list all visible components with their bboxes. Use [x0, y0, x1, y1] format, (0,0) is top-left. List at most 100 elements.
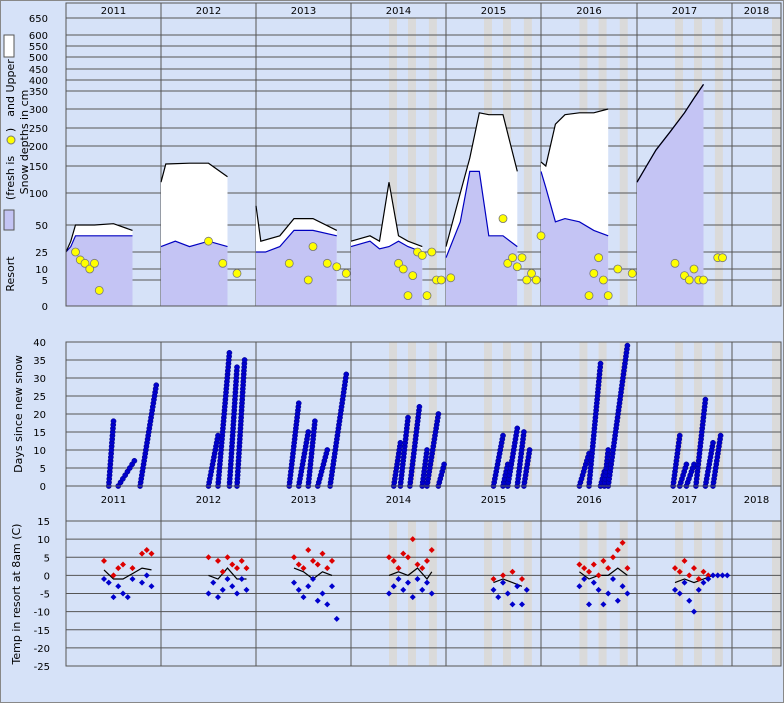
temp-min-point: [676, 590, 683, 597]
temp-min-point: [110, 594, 117, 601]
temp-min-point: [143, 572, 150, 579]
temp-max-point: [605, 565, 612, 572]
y-tick-label: -20: [34, 644, 50, 655]
year-label: 2016: [576, 495, 601, 506]
y-tick-label: 200: [29, 142, 48, 153]
temp-min-point: [590, 579, 597, 586]
y-tick-label: 15: [37, 517, 50, 528]
upper-line-2011: [65, 223, 133, 253]
temp-max-point: [428, 547, 435, 553]
temp-max-point: [310, 557, 316, 564]
y-tick-label: 650: [29, 14, 48, 25]
days-point: [441, 461, 447, 468]
y-tick-label: 5: [42, 276, 48, 287]
temp-max-point: [614, 547, 621, 553]
days-point: [597, 360, 604, 367]
y-axis-label: Temp in resort at 8am (C): [10, 524, 23, 666]
fresh-snow-point: [670, 258, 680, 268]
fresh-snow-point: [341, 268, 351, 278]
temp-min-point: [314, 597, 321, 604]
temp-min-point: [691, 608, 697, 615]
fresh-snow-point: [85, 264, 95, 274]
temp-max-point: [500, 572, 506, 579]
days-point: [295, 400, 302, 407]
temp-max-point: [519, 576, 525, 582]
resort-line-2014: [350, 240, 423, 253]
temp-min-point: [219, 586, 226, 593]
temp-max-point: [314, 561, 321, 568]
fresh-snow-point: [303, 275, 313, 285]
fresh-snow-point: [599, 275, 608, 285]
temp-min-point: [719, 572, 726, 579]
year-label: 2012: [196, 6, 221, 17]
days-point: [226, 349, 233, 356]
temp-max-point: [238, 557, 245, 564]
fresh-snow-point: [603, 291, 613, 301]
fresh-snow-point: [522, 275, 532, 285]
y-tick-label: 0: [42, 302, 48, 313]
temp-max-point: [324, 565, 331, 572]
days-point: [416, 403, 423, 410]
resort-line-2016: [540, 171, 609, 237]
temp-max-point: [243, 565, 250, 572]
temp-min-point: [409, 594, 416, 601]
fresh-snow-point: [284, 258, 294, 268]
days-point: [500, 432, 506, 439]
upper-line-2016: [540, 108, 609, 168]
temp-min-point: [714, 572, 721, 579]
closure-band: [714, 18, 723, 306]
temp-min-point: [101, 576, 107, 582]
temp-avg-line-2011: [103, 567, 152, 580]
temp-min-point: [210, 579, 217, 586]
fresh-snow-point: [322, 258, 332, 268]
y-tick-label: 25: [35, 248, 48, 259]
temp-min-point: [148, 583, 155, 590]
y-tick-label: 500: [29, 53, 48, 64]
y-tick-label: 350: [29, 87, 48, 98]
y-axis-label: Snow depths in cm: [18, 90, 31, 195]
temp-max-point: [424, 557, 430, 564]
temp-min-point: [205, 590, 212, 597]
temp-min-point: [428, 590, 435, 597]
fresh-snow-point: [584, 291, 594, 301]
temp-max-point: [400, 550, 407, 557]
days-point: [131, 457, 138, 464]
days-point: [514, 425, 521, 432]
year-label: 2017: [672, 6, 697, 17]
temp-min-point: [672, 586, 678, 593]
y-axis-label: (fresh is: [4, 156, 17, 200]
temp-min-point: [700, 579, 707, 586]
temp-min-point: [329, 583, 335, 590]
year-label: 2012: [196, 495, 221, 506]
year-label: 2018: [744, 6, 769, 17]
fresh-snow-point: [689, 264, 699, 274]
year-label: 2016: [576, 6, 601, 17]
y-tick-label: 15: [33, 428, 46, 439]
closure-band: [523, 18, 532, 306]
y-tick-label: 50: [35, 221, 48, 232]
panel-frame-3: [65, 520, 782, 667]
y-tick-label: -15: [34, 626, 50, 637]
y-tick-label: 0: [40, 482, 46, 493]
temp-max-point: [229, 561, 236, 568]
legend-resort-swatch: [3, 209, 15, 231]
fresh-snow-point: [627, 268, 637, 278]
resort-area-2014: [351, 241, 423, 306]
temp-max-point: [215, 557, 221, 564]
upper-line-2013: [255, 205, 338, 242]
y-tick-label: 0: [44, 571, 50, 582]
upper-line-2014: [350, 182, 423, 248]
temp-min-point: [509, 601, 516, 608]
temp-min-point: [215, 594, 221, 601]
fresh-snow-point: [332, 262, 342, 272]
fresh-snow-point: [71, 247, 80, 257]
y-tick-label: -25: [34, 662, 50, 673]
temp-min-point: [619, 583, 626, 590]
temp-min-point: [405, 579, 411, 586]
temp-min-point: [724, 572, 731, 579]
temp-min-point: [386, 590, 392, 597]
temp-min-point: [523, 586, 530, 593]
y-tick-label: 10: [37, 535, 50, 546]
y-tick-label: 600: [29, 31, 48, 42]
temp-max-point: [409, 536, 416, 543]
